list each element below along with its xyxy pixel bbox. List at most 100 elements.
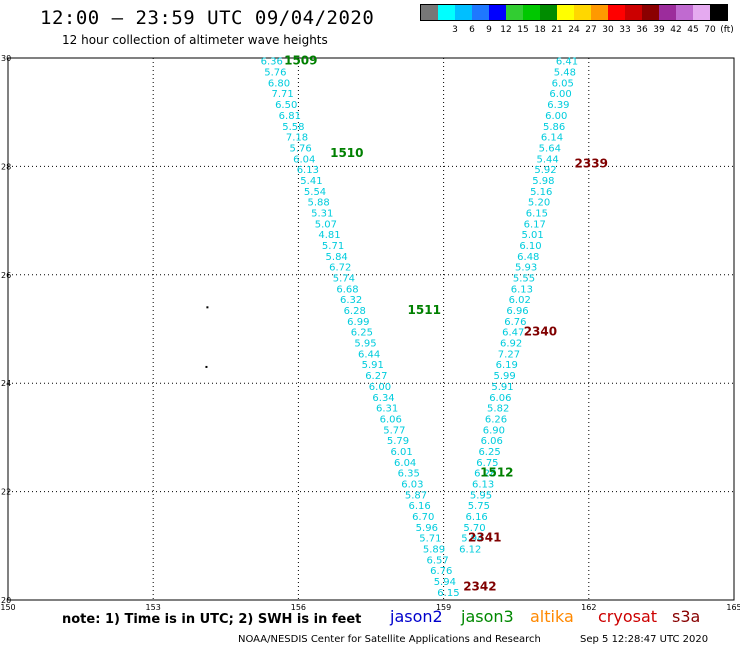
legend-swatch — [608, 5, 625, 20]
swh-value: 6.68 — [336, 284, 358, 295]
lon-tick-label: 156 — [291, 603, 306, 612]
legend-swatch — [574, 5, 591, 20]
map-frame — [7, 57, 735, 601]
swh-value: 5.74 — [333, 274, 355, 285]
legend-swatch — [489, 5, 506, 20]
swh-value: 6.00 — [545, 111, 567, 122]
swh-value: 5.44 — [537, 154, 559, 165]
swh-value: 5.01 — [521, 230, 543, 241]
legend-swatch — [455, 5, 472, 20]
swh-value: 6.80 — [268, 78, 290, 89]
legend-label: 15 — [517, 25, 529, 35]
legend-labels: 3 6 9 12 15 18 21 24 27 30 33 36 39 42 45 70 (ft) — [420, 25, 740, 39]
swh-value: 5.16 — [530, 187, 552, 198]
swh-value: 6.35 — [398, 469, 420, 480]
legend-swatch — [591, 5, 608, 20]
swh-value: 5.54 — [304, 187, 326, 198]
legend-label: (ft) — [720, 25, 734, 35]
swh-value: 6.70 — [412, 512, 434, 523]
lat-tick-label: 20 — [1, 596, 11, 605]
swh-value: 6.16 — [466, 512, 488, 523]
swh-value: 5.64 — [539, 143, 561, 154]
swh-value: 5.79 — [387, 436, 409, 447]
legend-label: 6 — [469, 25, 475, 35]
lat-tick-label: 26 — [1, 271, 11, 280]
legend-swatch — [557, 5, 574, 20]
swh-value: 6.13 — [297, 165, 319, 176]
legend-label: 33 — [619, 25, 631, 35]
swh-value: 6.25 — [478, 447, 500, 458]
swh-value: 6.04 — [394, 458, 416, 469]
swh-value: 6.81 — [279, 111, 301, 122]
legend-label: 18 — [534, 25, 546, 35]
swh-value: 5.88 — [308, 198, 330, 209]
swh-value: 5.99 — [494, 371, 516, 382]
legend-label: 3 — [452, 25, 458, 35]
swh-value: 6.17 — [524, 219, 546, 230]
legend-label: 12 — [500, 25, 512, 35]
swh-value: 6.76 — [504, 317, 526, 328]
page-title: 12:00 – 23:59 UTC 09/04/2020 — [40, 7, 375, 29]
legend-swatches — [420, 4, 728, 21]
pass-time-label: 2342 — [463, 579, 496, 593]
satellite-label-jason3: jason3 — [461, 607, 514, 626]
swh-value: 6.48 — [517, 252, 539, 263]
pass-time-label: 2341 — [468, 531, 501, 545]
legend-swatch — [540, 5, 557, 20]
swh-value: 5.55 — [513, 274, 535, 285]
legend-swatch — [659, 5, 676, 20]
swh-value: 5.41 — [300, 176, 322, 187]
swh-value: 5.95 — [470, 490, 492, 501]
island-dot — [205, 365, 208, 368]
swh-value: 5.48 — [554, 68, 576, 79]
lon-tick-label: 162 — [581, 603, 596, 612]
swh-value: 6.92 — [500, 339, 522, 350]
pass-time-label: 1512 — [480, 466, 513, 480]
lat-tick-label: 22 — [1, 488, 11, 497]
lon-tick-label: 159 — [436, 603, 451, 612]
swh-value: 4.81 — [318, 230, 340, 241]
swh-value: 6.06 — [481, 436, 503, 447]
swh-value: 6.47 — [502, 328, 524, 339]
swh-value: 5.94 — [434, 577, 456, 588]
swh-value: 6.00 — [549, 89, 571, 100]
satellite-label-s3a: s3a — [672, 607, 701, 626]
swh-value: 6.03 — [401, 479, 423, 490]
footer-note: note: 1) Time is in UTC; 2) SWH is in fe… — [62, 612, 362, 627]
legend-label: 45 — [687, 25, 699, 35]
swh-value: 5.76 — [289, 143, 311, 154]
swh-value: 5.20 — [528, 198, 550, 209]
swh-value: 6.15 — [437, 588, 459, 599]
swh-value: 5.98 — [532, 176, 554, 187]
swh-value: 6.13 — [472, 479, 494, 490]
legend-label: 24 — [568, 25, 580, 35]
pass-time-label: 1509 — [284, 54, 317, 68]
swh-value: 6.96 — [506, 306, 528, 317]
legend-swatch — [438, 5, 455, 20]
swh-value: 5.92 — [534, 165, 556, 176]
swh-value: 5.58 — [282, 122, 304, 133]
swh-value: 6.41 — [556, 57, 578, 68]
lat-tick-label: 24 — [1, 379, 11, 388]
legend-label: 27 — [585, 25, 597, 35]
legend-swatch — [523, 5, 540, 20]
swh-value: 6.06 — [380, 414, 402, 425]
swh-value: 6.76 — [430, 566, 452, 577]
legend-swatch — [710, 5, 727, 20]
swh-value: 6.28 — [474, 469, 496, 480]
swh-value: 6.19 — [496, 360, 518, 371]
swh-value: 6.00 — [369, 382, 391, 393]
swh-value: 6.15 — [526, 208, 548, 219]
swh-value: 5.87 — [405, 490, 427, 501]
legend-label: 70 — [704, 25, 716, 35]
swh-value: 6.36 — [261, 57, 283, 68]
swh-value: 5.95 — [354, 339, 376, 350]
swh-value: 6.27 — [365, 371, 387, 382]
swh-value: 6.32 — [340, 295, 362, 306]
swh-value: 5.71 — [419, 534, 441, 545]
swh-value: 6.06 — [489, 393, 511, 404]
swh-value: 6.01 — [390, 447, 412, 458]
swh-value: 6.50 — [275, 100, 297, 111]
legend-swatch — [642, 5, 659, 20]
